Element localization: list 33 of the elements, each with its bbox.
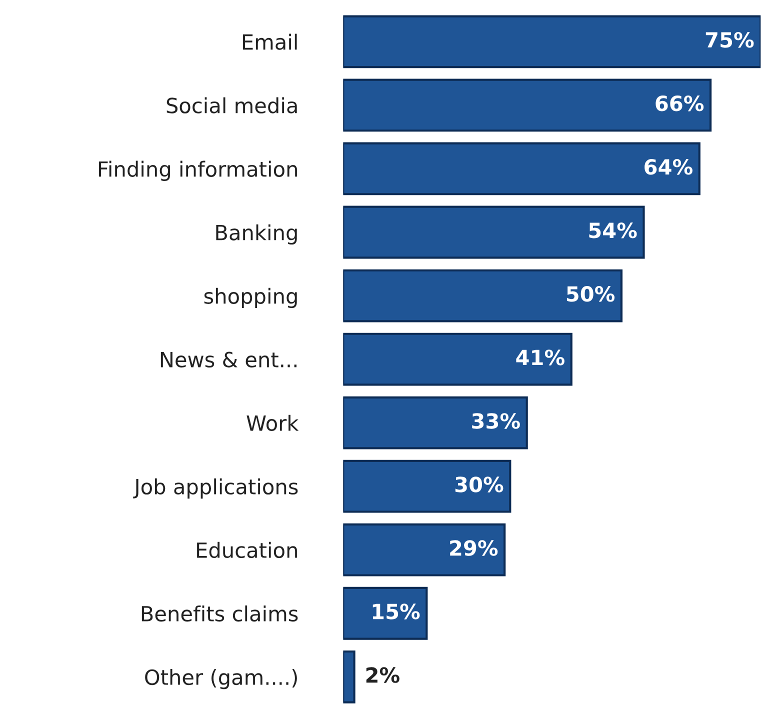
y-tick-label: Other (gam....) [145,668,297,690]
y-tick-label: shopping [204,288,297,308]
data-label: 29% [450,540,498,556]
y-tick-label: Benefits claims [142,605,298,622]
bar [343,78,712,132]
data-label: 66% [656,95,704,112]
y-tick-label: Email [242,34,297,50]
y-tick-label: Job applications [133,478,298,499]
y-tick-label: Work [246,414,299,432]
y-tick-label: Social media [166,97,297,114]
data-label: 2% [366,667,400,683]
bar [343,586,428,640]
bar [343,460,512,513]
bar [343,15,761,68]
bar [343,142,700,196]
y-tick-label: Education [197,542,297,558]
data-label: 30% [455,476,504,492]
bar [343,332,572,386]
data-label: 41% [516,350,564,366]
bar [343,269,623,322]
y-tick-label: Finding information [99,160,297,181]
data-label: 54% [589,222,637,238]
bar [343,523,506,576]
data-label: 64% [644,159,692,175]
bar [343,206,645,259]
data-label: 50% [566,286,615,302]
data-label: 75% [706,32,754,48]
bar [343,396,528,450]
bar [343,650,356,704]
y-tick-label: Banking [216,224,297,244]
data-label: 15% [372,604,420,620]
data-label: 33% [472,413,520,429]
y-tick-label: News & ent... [160,352,296,368]
